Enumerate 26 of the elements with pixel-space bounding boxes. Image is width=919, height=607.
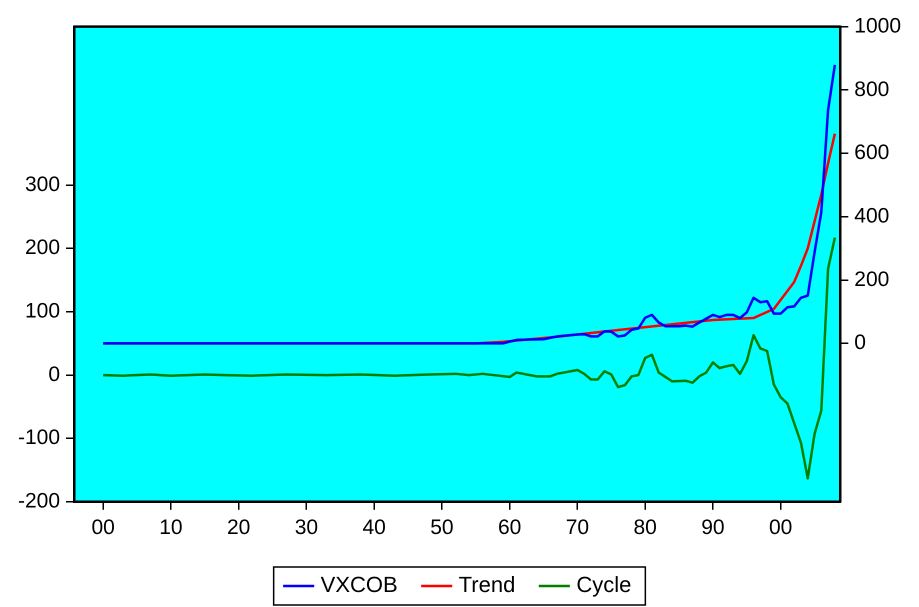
x-tick-label: 90 xyxy=(701,516,725,540)
x-tick-label: 40 xyxy=(362,516,386,540)
x-tick-label: 00 xyxy=(768,516,792,540)
y2-tick-label: 400 xyxy=(854,204,890,228)
y-tick-label: -200 xyxy=(18,490,60,513)
y-tick-label: 0 xyxy=(48,362,60,386)
x-tick-label: 70 xyxy=(566,516,590,540)
x-tick-label: 30 xyxy=(294,516,318,540)
y2-tick-label: 600 xyxy=(854,141,890,164)
legend-label: VXCOB xyxy=(320,572,398,598)
x-tick-label: 00 xyxy=(91,516,115,540)
x-tick-label: 10 xyxy=(159,516,183,540)
y-tick-label: 200 xyxy=(24,236,60,260)
x-tick-label: 50 xyxy=(430,516,454,540)
y2-tick-label: 800 xyxy=(854,78,890,101)
y-tick-label: 300 xyxy=(24,172,60,196)
y-tick-label: 100 xyxy=(24,300,60,323)
y2-tick-label: 1000 xyxy=(854,14,901,38)
legend-label: Cycle xyxy=(576,572,632,598)
x-tick-label: 80 xyxy=(633,516,657,540)
legend-label: Trend xyxy=(458,572,516,598)
y-tick-label: -100 xyxy=(18,426,60,450)
x-tick-label: 60 xyxy=(498,516,522,540)
y2-tick-label: 200 xyxy=(854,268,890,291)
y2-tick-label: 0 xyxy=(854,331,866,354)
x-tick-label: 20 xyxy=(226,516,250,540)
